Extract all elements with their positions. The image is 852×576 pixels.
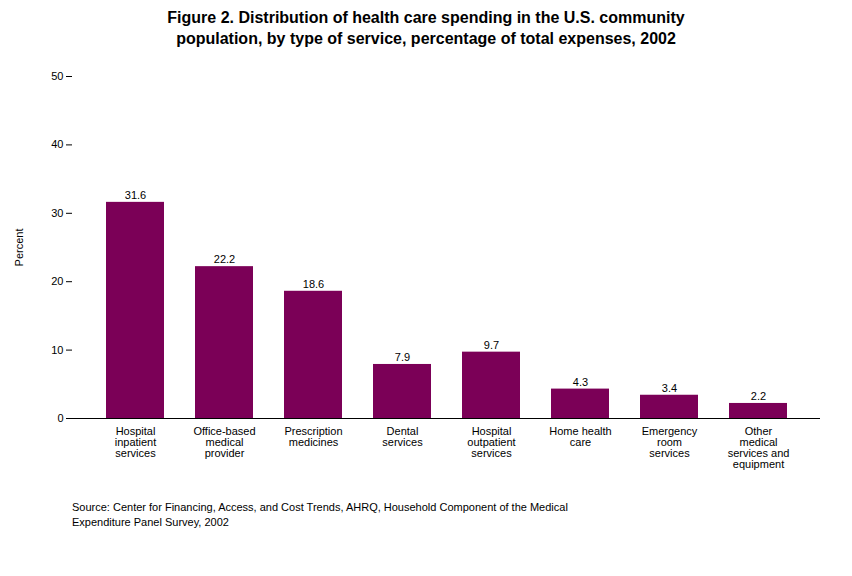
svg-text:Dentalservices: Dentalservices (382, 425, 423, 448)
svg-text:9.7: 9.7 (484, 338, 499, 350)
svg-text:50: 50 (51, 70, 63, 82)
svg-text:31.6: 31.6 (125, 188, 146, 200)
svg-text:Hospitalinpatientservices: Hospitalinpatientservices (115, 425, 157, 459)
svg-text:40: 40 (51, 138, 63, 150)
svg-text:22.2: 22.2 (214, 253, 235, 265)
svg-text:Home healthcare: Home healthcare (549, 425, 611, 448)
svg-text:Emergencyroomservices: Emergencyroomservices (642, 425, 698, 459)
svg-text:2.2: 2.2 (751, 390, 766, 402)
svg-text:30: 30 (51, 206, 63, 218)
svg-text:10: 10 (51, 343, 63, 355)
svg-text:3.4: 3.4 (662, 381, 677, 393)
svg-text:20: 20 (51, 275, 63, 287)
html-text:Source: Center for Financing,: Source: Center for Financing, Access, an… (72, 500, 568, 528)
svg-text:4.3: 4.3 (573, 375, 588, 387)
svg-text:Prescriptionmedicines: Prescriptionmedicines (284, 425, 342, 448)
svg-text:Hospitaloutpatientservices: Hospitaloutpatientservices (467, 425, 515, 459)
svg-text:18.6: 18.6 (303, 277, 324, 289)
html-text:Figure 2. Distribution of heal: Figure 2. Distribution of health care sp… (167, 9, 685, 47)
svg-text:Percent: Percent (13, 228, 25, 266)
svg-text:Office-basedmedicalprovider: Office-basedmedicalprovider (193, 425, 255, 459)
svg-text:0: 0 (57, 412, 63, 424)
svg-text:Othermedicalservices andequipm: Othermedicalservices andequipment (728, 425, 790, 470)
svg-text:7.9: 7.9 (395, 351, 410, 363)
